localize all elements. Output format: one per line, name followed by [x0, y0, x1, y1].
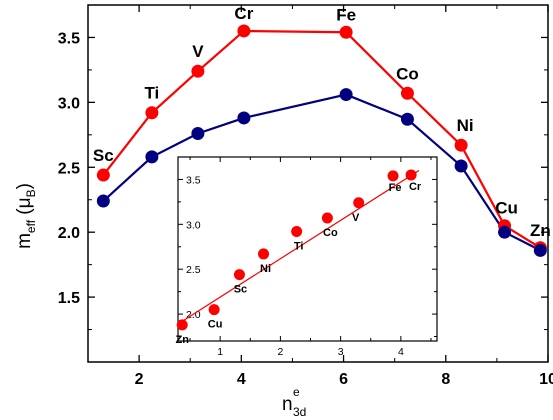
data-point-0	[145, 106, 159, 120]
inset-data-point	[405, 169, 417, 181]
element-label: Ti	[144, 84, 159, 103]
inset-x-tick-label: 4	[398, 346, 404, 358]
data-point-1	[191, 127, 205, 141]
x-tick-label: 8	[441, 371, 450, 388]
main-series: Sc Ti V Cr Fe Co Ni Cu Zn	[93, 4, 551, 257]
inset-data-point	[258, 248, 270, 260]
main-plot-frame	[87, 4, 549, 363]
element-label: Ni	[457, 116, 474, 135]
x-axis-label-sup: e	[293, 385, 300, 399]
y-tick-label: 2.0	[58, 225, 80, 242]
data-point-0	[454, 138, 468, 152]
inset-y-tick-label: 2.5	[186, 264, 201, 276]
y-tick-label: 3.0	[58, 95, 80, 112]
element-label: Cr	[234, 4, 253, 23]
inset-fit-line	[177, 169, 420, 325]
inset-data-point	[353, 197, 365, 209]
inset-x-tick-label: 2	[277, 346, 283, 358]
data-point-1	[454, 159, 468, 173]
main-plot: 2 4 6 8 10 1.5 2.0 2.5 3.0 3.5	[58, 4, 553, 388]
x-tick-label: 6	[339, 371, 348, 388]
inset-element-label: Cr	[409, 181, 422, 193]
element-label: Fe	[336, 5, 356, 24]
element-label: Cu	[495, 199, 518, 218]
data-point-0	[191, 64, 205, 78]
data-point-0	[237, 24, 251, 38]
y-tick-label: 2.5	[58, 160, 80, 177]
inset-element-label: Cu	[208, 319, 223, 331]
inset-data-point	[208, 304, 220, 316]
inset-element-label: Fe	[389, 182, 402, 194]
y-tick-label: 3.5	[58, 30, 80, 47]
inset-element-label: Co	[323, 227, 338, 239]
element-label: V	[192, 42, 204, 61]
data-point-0	[400, 86, 414, 100]
axis-labels: meff (μB) n e 3d	[14, 183, 306, 419]
data-point-1	[339, 88, 353, 102]
element-label: Sc	[93, 146, 114, 165]
inset-x-tick-label: 3	[338, 346, 344, 358]
inset-data-point	[233, 269, 245, 281]
data-point-1	[498, 225, 512, 239]
data-point-1	[145, 150, 159, 164]
inset-element-label: Zn	[175, 334, 189, 346]
inset-data-point	[176, 319, 188, 331]
element-label: Co	[396, 64, 419, 83]
x-tick-label: 4	[237, 371, 246, 388]
data-point-1	[400, 112, 414, 126]
x-axis-label-sub: 3d	[293, 405, 306, 419]
x-tick-label: 2	[135, 371, 144, 388]
x-tick-label: 10	[539, 371, 553, 388]
inset-data-point	[291, 225, 303, 237]
element-label: Zn	[530, 221, 551, 240]
inset-data-point	[387, 170, 399, 182]
inset-frame	[177, 156, 438, 342]
data-point-1	[533, 243, 547, 257]
inset-y-tick-label: 3.5	[186, 174, 201, 186]
inset-element-label: Sc	[234, 284, 247, 296]
data-point-1	[96, 194, 110, 208]
data-point-1	[237, 111, 251, 125]
inset-element-label: Ti	[294, 240, 304, 252]
inset-y-tick-label: 3.0	[186, 219, 201, 231]
inset-element-label: Ni	[260, 263, 271, 275]
data-point-0	[339, 25, 353, 39]
inset-x-tick-label: 1	[217, 346, 223, 358]
y-tick-label: 1.5	[58, 290, 80, 307]
inset-element-label: V	[352, 212, 360, 224]
inset-data-point	[321, 212, 333, 224]
y-axis-label: meff (μB)	[14, 183, 38, 249]
x-axis-label: n	[282, 394, 293, 415]
data-point-0	[96, 168, 110, 182]
